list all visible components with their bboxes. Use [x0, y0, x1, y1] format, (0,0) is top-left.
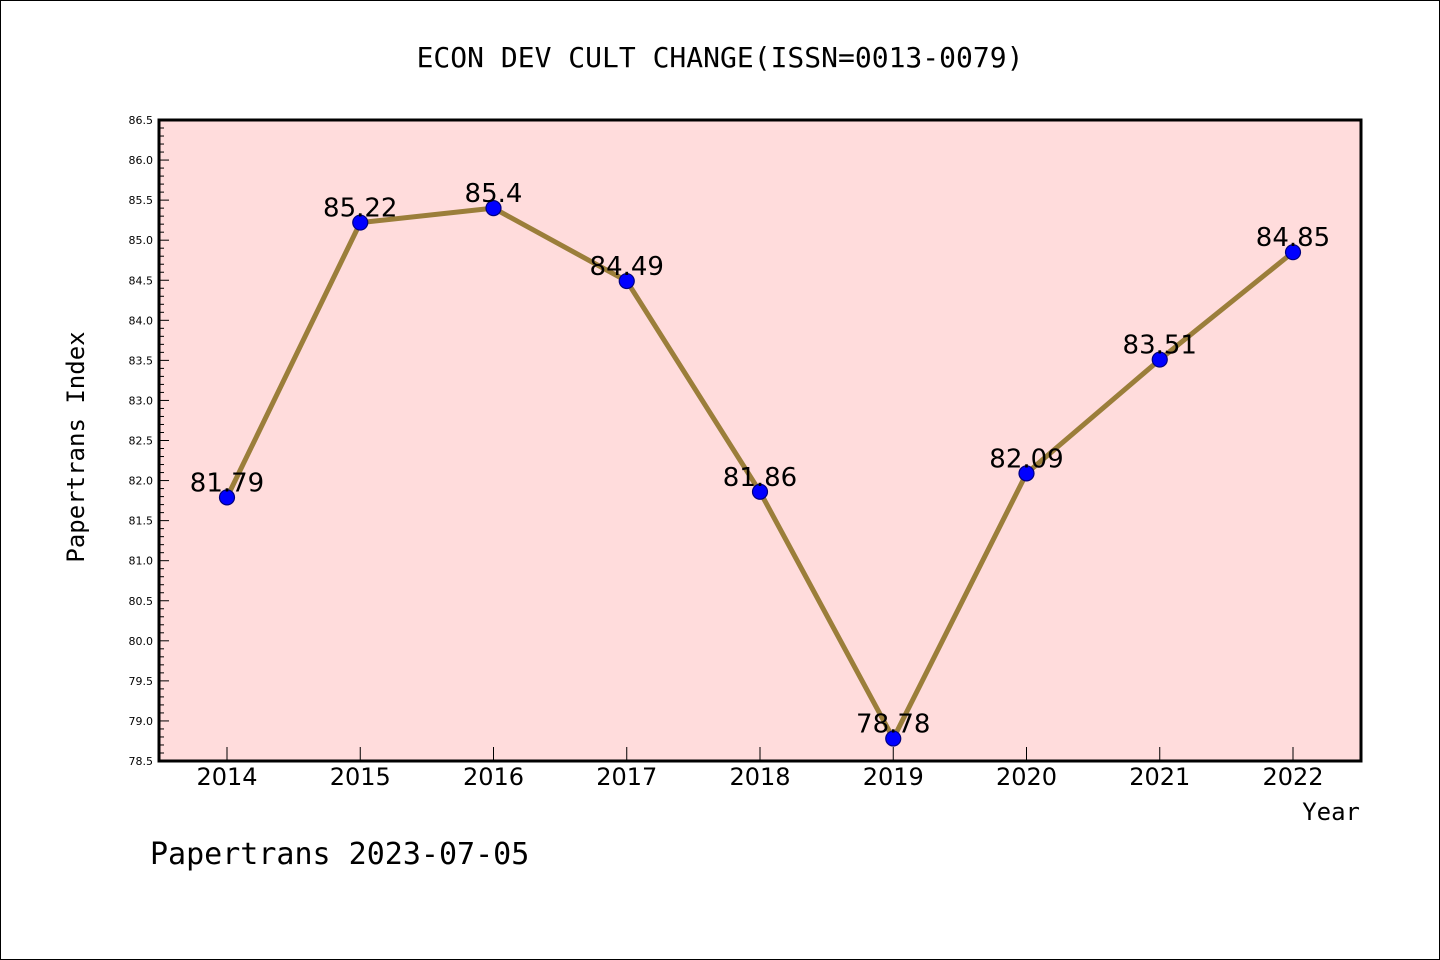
data-label: 84.85	[1256, 223, 1330, 253]
data-label: 84.49	[590, 252, 664, 282]
data-label: 81.79	[190, 468, 264, 498]
x-tick-label: 2022	[1262, 763, 1323, 791]
y-axis-title: Papertrans Index	[62, 331, 90, 562]
data-label: 81.86	[723, 463, 797, 493]
y-tick-label: 85.5	[129, 194, 154, 207]
y-tick-label: 84.5	[129, 274, 154, 287]
data-markers	[218, 200, 1302, 747]
data-point	[1151, 351, 1168, 368]
y-tick-label: 84.0	[129, 314, 154, 327]
data-point	[1284, 244, 1302, 261]
x-tick-label: 2016	[463, 763, 524, 791]
x-tick-label: 2018	[729, 763, 790, 791]
footer-text: Papertrans 2023-07-05	[150, 837, 529, 872]
data-label: 78.78	[856, 710, 930, 740]
x-axis: 2014 2015 2016 2017 2018 2019 2020 2021 2022	[196, 747, 1324, 791]
y-tick-label: 82.5	[129, 435, 154, 448]
y-tick-label: 81.0	[129, 555, 154, 568]
data-label: 82.09	[989, 444, 1063, 474]
data-label: 85.4	[465, 179, 523, 209]
data-point	[218, 489, 236, 506]
y-tick-label: 83.5	[129, 354, 154, 367]
data-label: 85.22	[323, 194, 397, 224]
y-tick-label: 82.0	[129, 475, 154, 488]
data-point	[885, 730, 902, 747]
x-tick-label: 2020	[996, 763, 1057, 791]
y-tick-label: 86.0	[129, 154, 154, 167]
data-point	[618, 272, 635, 290]
y-tick-label: 86.5	[129, 114, 154, 127]
y-tick-label: 81.5	[129, 515, 154, 528]
data-point	[485, 200, 502, 217]
data-point	[751, 483, 769, 500]
data-label: 83.51	[1123, 331, 1197, 361]
x-tick-label: 2015	[330, 763, 391, 791]
y-tick-label: 78.5	[129, 755, 154, 768]
y-tick-label: 80.5	[129, 595, 154, 608]
chart-title: ECON DEV CULT CHANGE(ISSN=0013-0079)	[417, 41, 1024, 74]
x-axis-title: Year	[1302, 798, 1360, 826]
data-point	[352, 214, 369, 231]
x-tick-label: 2017	[596, 763, 657, 791]
y-tick-label: 83.0	[129, 394, 154, 407]
data-point	[1018, 465, 1035, 482]
y-tick-label: 79.0	[129, 715, 154, 728]
y-axis: 78.5 79.0 79.5 80.0 80.5 81.0 81.5 82.0 82.5 83.0…	[129, 114, 169, 768]
y-tick-label: 79.5	[129, 675, 154, 688]
data-labels: 81.79 85.22 85.4 84.49 81.86 78.78 82.09 83.51 8…	[190, 179, 1330, 739]
x-tick-label: 2014	[196, 763, 257, 791]
y-tick-label: 85.0	[129, 234, 154, 247]
x-tick-label: 2019	[863, 763, 924, 791]
x-tick-label: 2021	[1129, 763, 1190, 791]
y-tick-label: 80.0	[129, 635, 154, 648]
